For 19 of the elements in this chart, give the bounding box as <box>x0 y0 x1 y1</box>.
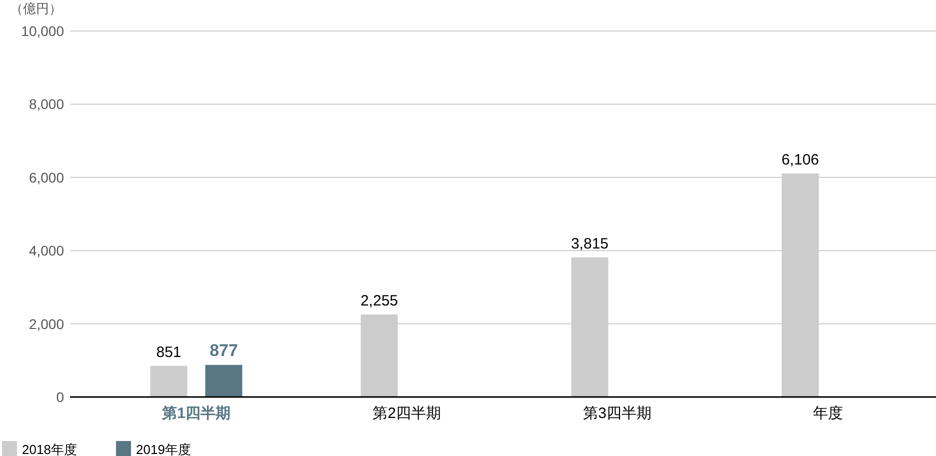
x-tick-label: 第2四半期 <box>372 405 441 422</box>
y-axis-title: （億円） <box>10 1 62 16</box>
y-tick-label: 4,000 <box>28 242 64 259</box>
y-tick-label: 10,000 <box>21 23 64 39</box>
x-tick-label: 第3四半期 <box>583 405 652 422</box>
legend-label: 2019年度 <box>136 442 191 456</box>
y-tick-label: 0 <box>56 389 64 405</box>
y-tick-label: 6,000 <box>28 169 64 186</box>
data-label: 6,106 <box>781 152 820 169</box>
legend-label: 2018年度 <box>22 442 77 456</box>
x-tick-label: 年度 <box>812 405 843 422</box>
x-tick-label: 第1四半期 <box>161 405 230 422</box>
data-label: 3,815 <box>570 235 609 252</box>
y-tick-label: 2,000 <box>28 316 64 332</box>
data-label: 851 <box>156 344 182 361</box>
data-label: 2,255 <box>360 292 398 310</box>
data-label: 877 <box>210 340 238 360</box>
y-tick-label: 8,000 <box>28 96 64 112</box>
legend: 2018年度 2019年度 <box>2 441 191 456</box>
